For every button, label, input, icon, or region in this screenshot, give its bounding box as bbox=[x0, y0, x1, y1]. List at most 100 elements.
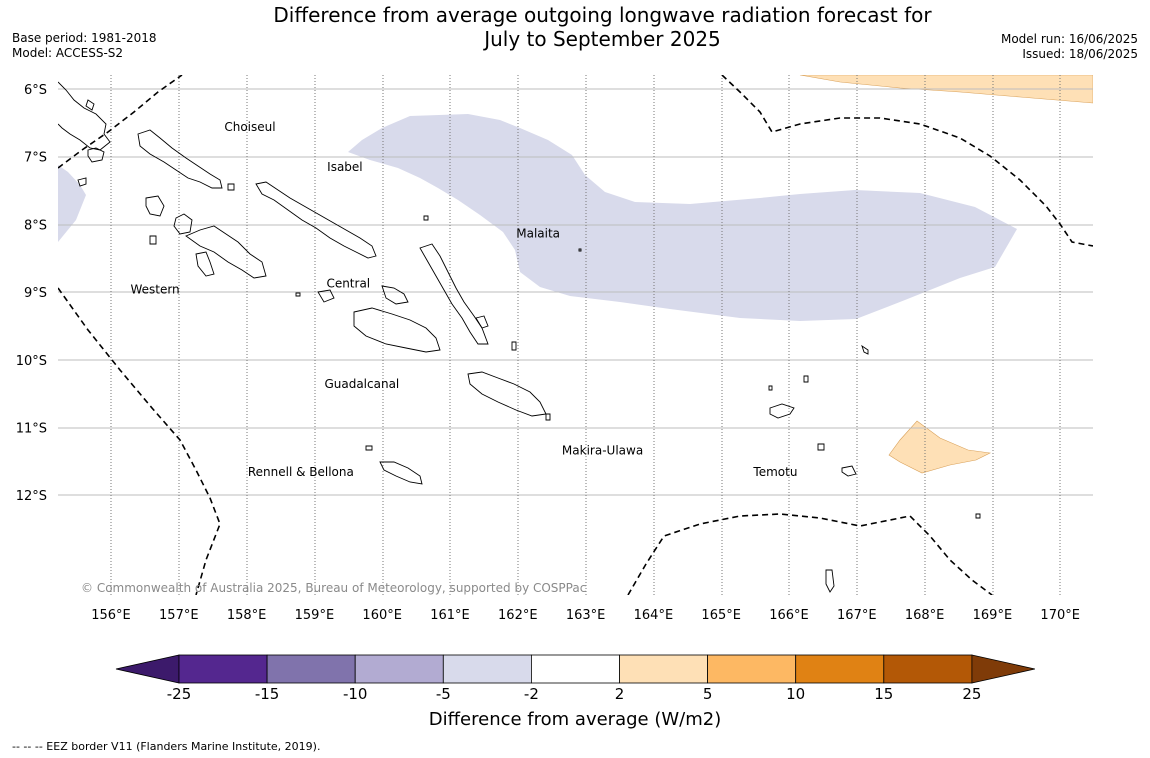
copyright-notice: © Commonwealth of Australia 2025, Bureau… bbox=[81, 581, 586, 595]
province-label: Guadalcanal bbox=[324, 377, 399, 391]
coast-guadalcanal bbox=[353, 307, 441, 353]
province-label: Temotu bbox=[752, 465, 797, 479]
map-plot-area bbox=[58, 75, 1093, 595]
coast-rendova bbox=[149, 235, 157, 245]
eez-footnote: -- -- -- EEZ border V11 (Flanders Marine… bbox=[12, 740, 321, 753]
colorbar-tick-label: -15 bbox=[255, 685, 280, 700]
coast-makira bbox=[467, 371, 547, 417]
lon-label: 164°E bbox=[634, 608, 674, 623]
coast-choiseul bbox=[137, 129, 223, 189]
colorbar-extend-high bbox=[971, 654, 1035, 684]
coast-vangunu bbox=[195, 251, 215, 277]
longitude-gridlines bbox=[110, 75, 1061, 595]
lon-label: 159°E bbox=[295, 608, 335, 623]
colorbar-tick-label: -10 bbox=[343, 685, 368, 700]
colorbar-bin bbox=[531, 654, 620, 684]
lon-label: 165°E bbox=[701, 608, 741, 623]
coast-russell-islands bbox=[317, 289, 335, 303]
coast-new-georgia bbox=[185, 225, 267, 279]
lon-label: 168°E bbox=[905, 608, 945, 623]
lon-label: 160°E bbox=[362, 608, 402, 623]
coast-sikaiana-islet bbox=[578, 248, 582, 252]
eez-border-north-west bbox=[58, 75, 183, 169]
meta-right: Model run: 16/06/2025 Issued: 18/06/2025 bbox=[1001, 32, 1138, 62]
coast-rennell bbox=[379, 461, 423, 485]
lon-label: 163°E bbox=[566, 608, 606, 623]
lat-label: 9°S bbox=[24, 286, 47, 301]
coast-santa-cruz-ndeni bbox=[769, 403, 795, 419]
coast-duff-islands bbox=[861, 344, 869, 355]
coast-anuta bbox=[825, 569, 835, 593]
lat-label: 8°S bbox=[24, 218, 47, 233]
colorbar-tick-label: -25 bbox=[167, 685, 192, 700]
lon-label: 167°E bbox=[837, 608, 877, 623]
lon-label: 169°E bbox=[973, 608, 1013, 623]
lon-label: 170°E bbox=[1040, 608, 1080, 623]
lat-label: 6°S bbox=[24, 83, 47, 98]
coast-small-islet-west bbox=[77, 177, 87, 187]
colorbar-bin bbox=[795, 654, 885, 684]
colorbar-bin bbox=[178, 654, 268, 684]
model-name: Model: ACCESS-S2 bbox=[12, 46, 124, 60]
colorbar-tick-label: 15 bbox=[874, 685, 893, 700]
lon-label: 158°E bbox=[227, 608, 267, 623]
province-label: Central bbox=[326, 276, 370, 290]
title-line-2: July to September 2025 bbox=[484, 27, 721, 51]
coast-shortland bbox=[87, 147, 105, 163]
coastlines bbox=[58, 81, 981, 593]
lon-label: 161°E bbox=[430, 608, 470, 623]
coast-florida-islands bbox=[381, 285, 409, 305]
forecast-map: Choiseul Isabel Malaita Western Central Guada… bbox=[16, 75, 1093, 700]
colorbar-title: Difference from average (W/m2) bbox=[428, 709, 722, 730]
coast-vanikoro bbox=[817, 443, 825, 451]
colorbar-tick-label: -5 bbox=[436, 685, 451, 700]
lon-label: 162°E bbox=[498, 608, 538, 623]
coast-isabel bbox=[255, 181, 377, 259]
model-run: Model run: 16/06/2025 bbox=[1000, 32, 1138, 46]
issued-date: Issued: 18/06/2025 bbox=[1022, 47, 1138, 61]
coast-tinakula bbox=[768, 385, 773, 391]
eez-border bbox=[58, 75, 1093, 595]
coast-reef-islands bbox=[803, 375, 809, 383]
anomaly-region-negative-west bbox=[58, 165, 86, 242]
colorbar-bin bbox=[707, 654, 797, 684]
colorbar: -25 -15 -10 -5 -2 2 5 10 15 25 bbox=[115, 654, 1035, 700]
coast-buka bbox=[85, 99, 95, 111]
lon-label: 157°E bbox=[159, 608, 199, 623]
province-label: Western bbox=[130, 282, 179, 296]
province-label: Isabel bbox=[327, 160, 362, 174]
colorbar-tick-label: 25 bbox=[962, 685, 981, 700]
map-title: Difference from average outgoing longwav… bbox=[0, 3, 1150, 51]
latitude-gridlines bbox=[58, 88, 1093, 496]
eez-border-south-east bbox=[627, 513, 993, 595]
longitude-labels: 156°E 157°E 158°E 159°E 160°E 161°E 162°E 163°E… bbox=[91, 608, 1080, 623]
coast-tikopia bbox=[975, 513, 981, 519]
anomaly-region-negative bbox=[348, 114, 1017, 321]
coast-choiseul-islet bbox=[227, 183, 235, 191]
meta-left: Base period: 1981-2018 Model: ACCESS-S2 bbox=[12, 31, 157, 61]
coast-ulawa-islet bbox=[511, 341, 517, 351]
coast-bougainville bbox=[58, 81, 111, 151]
province-label: Makira-Ulawa bbox=[562, 444, 643, 458]
coast-small-malaita bbox=[475, 315, 489, 329]
colorbar-tick-label: -2 bbox=[524, 685, 539, 700]
colorbar-tick-label: 10 bbox=[786, 685, 805, 700]
anomaly-region-positive-east bbox=[888, 420, 992, 474]
eez-border-south-west bbox=[58, 287, 221, 595]
lon-label: 156°E bbox=[91, 608, 131, 623]
coast-savo-islet bbox=[295, 292, 301, 297]
coast-ontong-islet bbox=[423, 215, 429, 221]
lat-label: 7°S bbox=[24, 151, 47, 166]
coast-santa-ana bbox=[545, 413, 551, 421]
lat-label: 11°S bbox=[16, 422, 47, 437]
eez-border-north-east bbox=[721, 75, 1093, 247]
coast-vella-lavella bbox=[145, 195, 165, 217]
province-label: Rennell & Bellona bbox=[248, 465, 354, 479]
title-line-1: Difference from average outgoing longwav… bbox=[273, 3, 932, 27]
province-labels: Choiseul Isabel Malaita Western Central Guada… bbox=[130, 120, 797, 479]
lat-label: 12°S bbox=[16, 489, 47, 504]
coast-malaita bbox=[419, 243, 489, 345]
colorbar-bin bbox=[266, 654, 356, 684]
coast-bellona bbox=[365, 445, 373, 451]
colorbar-bin bbox=[354, 654, 444, 684]
